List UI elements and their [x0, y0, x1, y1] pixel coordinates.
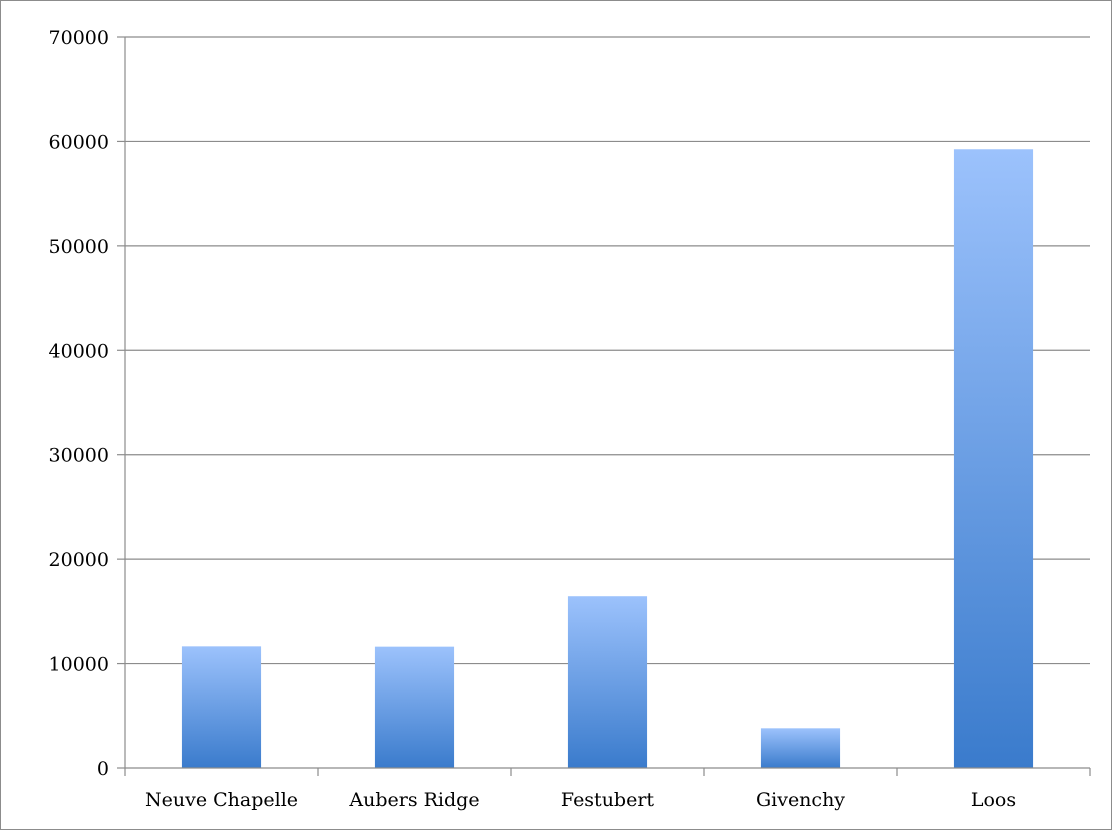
- y-tick-label: 20000: [49, 549, 109, 571]
- bar: [953, 149, 1034, 768]
- x-tick-label: Festubert: [561, 789, 655, 811]
- y-tick-label: 30000: [49, 445, 109, 467]
- y-tick-label: 40000: [49, 340, 109, 362]
- bar: [181, 646, 262, 768]
- x-tick-label: Neuve Chapelle: [145, 789, 298, 811]
- x-tick-label: Loos: [971, 789, 1016, 811]
- y-tick-label: 70000: [49, 27, 109, 49]
- x-tick-label: Aubers Ridge: [348, 789, 479, 811]
- bar: [567, 596, 648, 768]
- y-tick-label: 0: [97, 758, 109, 780]
- tick-labels: 0 10000 20000 30000 40000 50000 60000 70000 Neuv…: [49, 27, 1017, 811]
- y-tick-label: 60000: [49, 131, 109, 153]
- y-tick-label: 50000: [49, 236, 109, 258]
- axes: [117, 36, 1091, 776]
- x-tick-label: Givenchy: [756, 789, 845, 811]
- gridlines: [125, 36, 1090, 665]
- y-tick-label: 10000: [49, 654, 109, 676]
- bars: [181, 149, 1034, 768]
- bar: [374, 646, 455, 768]
- bar: [760, 728, 841, 768]
